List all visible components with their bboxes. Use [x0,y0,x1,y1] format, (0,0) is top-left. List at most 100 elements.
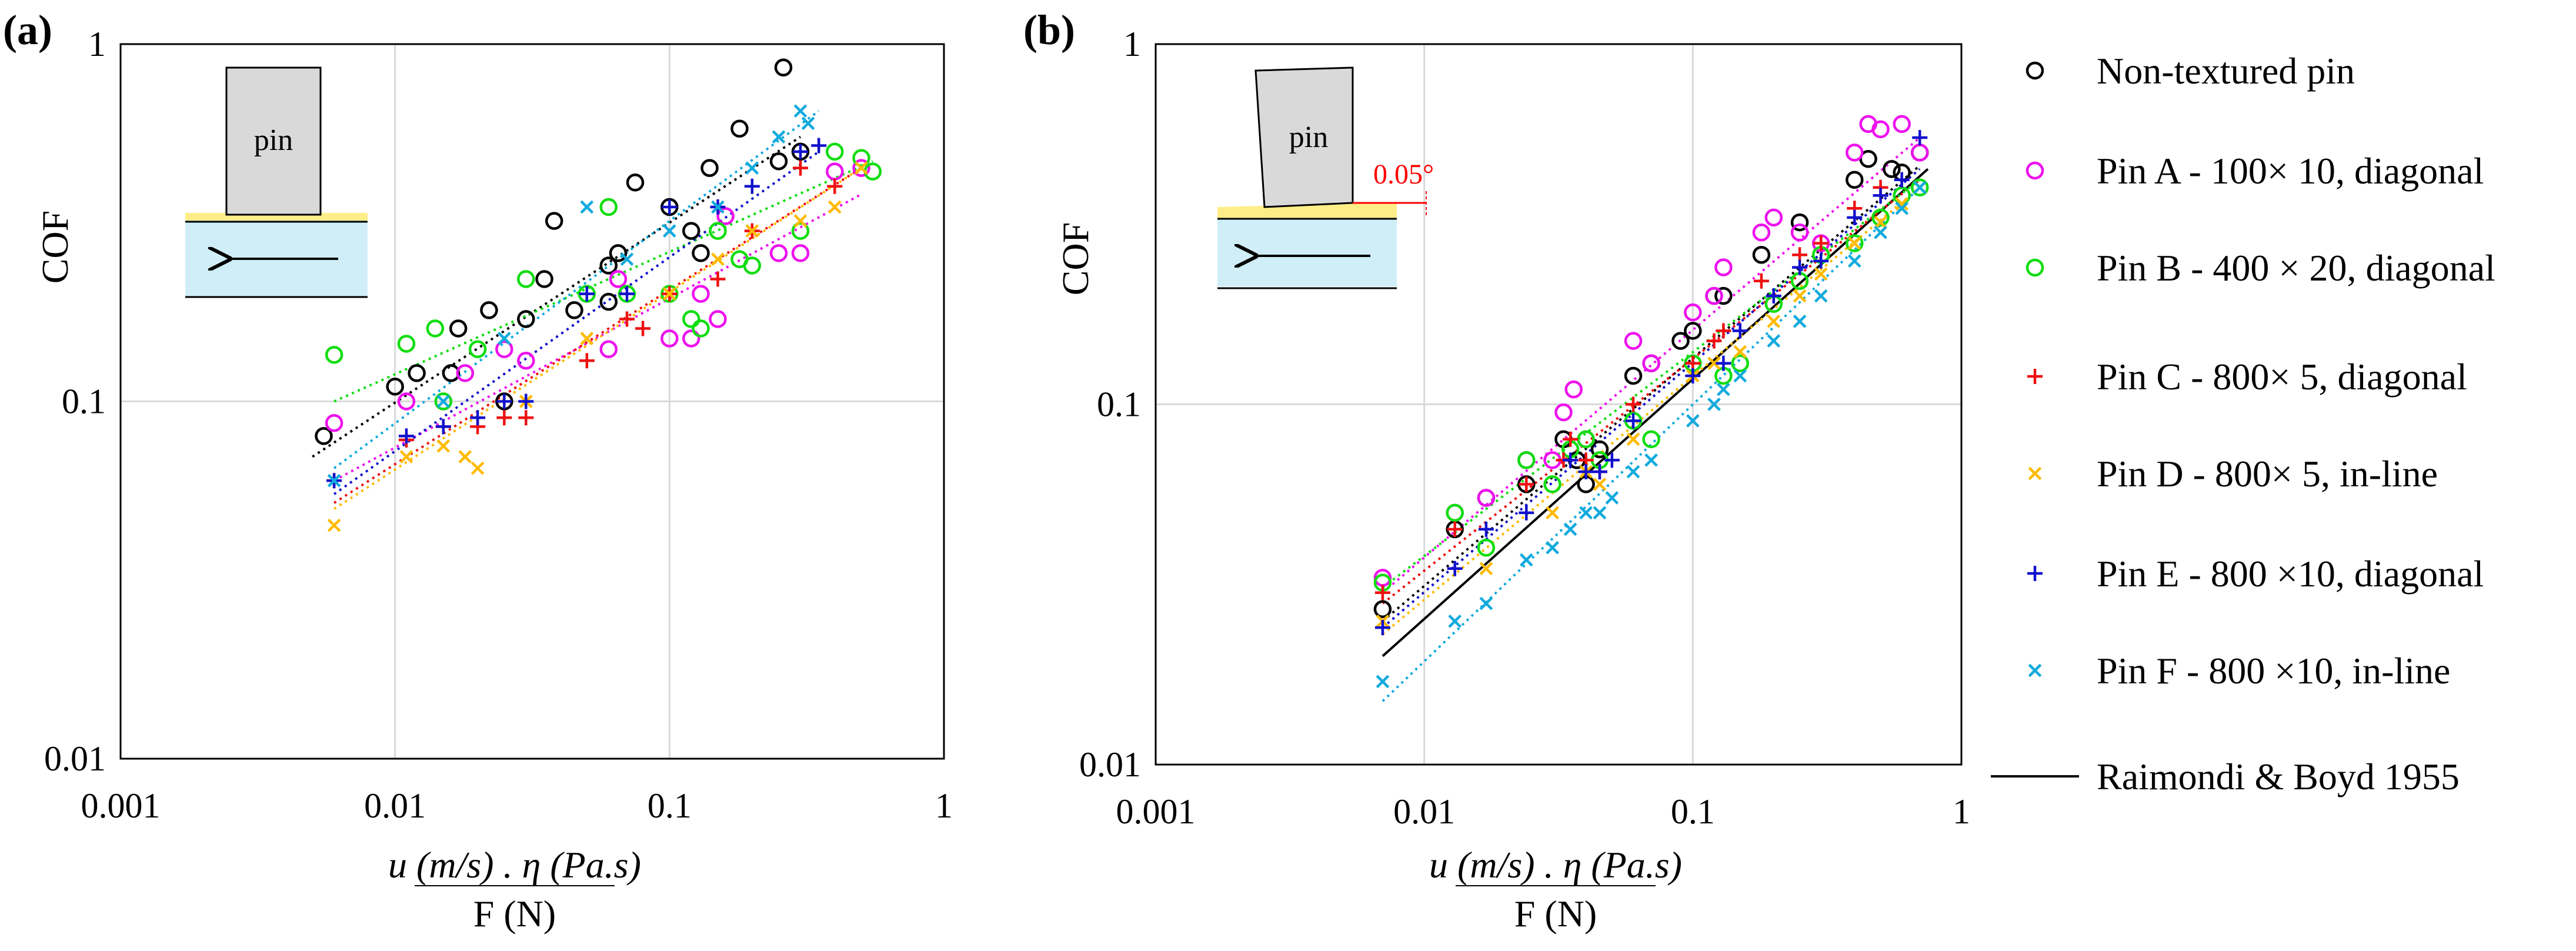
x-tick-label: 0.001 [81,786,161,825]
series-4-point [855,161,868,175]
legend-item-label: Raimondi & Boyd 1955 [2097,756,2460,797]
legend-marker-icon [2027,566,2043,581]
series-1-point [1705,286,1723,305]
series-5-point [811,138,827,154]
series-6-point [1847,254,1861,268]
series-1-point [1477,489,1496,507]
legend-item-label: Pin D - 800× 5, in-line [2097,453,2438,495]
series-5-point [398,428,414,444]
series-4-point [471,461,485,475]
series-0-point [565,301,583,319]
series-6-point-b [662,224,676,238]
series-6-point-b [1847,254,1861,268]
series-2-point [599,198,618,216]
series-0-point [535,270,553,288]
series-0-point [1684,322,1702,340]
series-4-point-b [1793,289,1807,303]
series-6-point [620,252,634,266]
series-6-point-b [1626,465,1640,479]
series-3-point [1519,476,1534,492]
series-3-point [619,311,635,327]
series-4-point-b [1593,478,1607,491]
series-6-point-b [1519,553,1533,567]
series-0-point [1883,160,1901,178]
series-5-points [326,138,827,489]
series-5-point [1792,259,1808,275]
series-3-point [579,353,595,369]
panel-b-x-axis-numerator: u (m/s) . η (Pa.s) [1429,844,1682,886]
series-6-point-b [1814,289,1828,303]
series-1-point [826,162,844,181]
series-4-point [745,224,759,238]
series-4-point [1814,267,1828,281]
series-6-point-b [498,332,511,345]
series-0-point [1590,440,1609,459]
series-5-point [1626,413,1641,429]
series-0-point [1846,171,1864,189]
series-0-point [1624,366,1643,385]
x-tick-label: 0.01 [364,786,426,825]
series-0-point [517,310,535,328]
y-tick-label: 0.01 [44,739,106,778]
series-6-point [1767,334,1781,348]
series-2-point [1911,178,1929,196]
legend-item-label: Pin C - 800× 5, diagonal [2097,356,2467,398]
series-2-point [325,346,343,364]
series-6-point [1376,675,1390,689]
series-0-point [545,212,563,230]
series-0-point [599,256,618,275]
x-tick-label: 0.1 [1671,792,1715,831]
series-6-point-b [1793,315,1807,328]
series-4-point-b [1733,345,1747,359]
series-3-point [1753,273,1769,289]
series-3-point [1813,235,1829,251]
panel-a-x-axis-denominator: F (N) [473,893,556,935]
series-6-point-b [1563,522,1577,536]
series-6-point [1717,382,1730,396]
series-4-point-b [1626,432,1640,446]
legend-marker-icon [2028,663,2042,678]
series-0-points [315,58,810,445]
series-6-point-b [1874,225,1887,239]
series-5-point [662,199,678,215]
panel-a-x-axis-numerator: u (m/s) . η (Pa.s) [388,844,641,886]
series-4-point-b [458,450,472,463]
series-6-point [801,116,815,131]
x-tick-label: 0.01 [1393,792,1455,831]
series-6-point-b [772,130,786,144]
series-4-point [1479,562,1493,576]
series-0-point [1752,246,1771,264]
panel-a-inset: pin [185,66,368,298]
series-0-points [1373,144,1929,619]
series-0-point [386,378,404,396]
series-1-point [325,413,343,432]
series-6-point [1644,453,1658,467]
series-4-point [1895,197,1909,211]
series-2-point [1846,234,1864,252]
y-tick-label: 1 [1123,25,1141,64]
series-6-point [662,224,676,238]
series-6-point [1874,225,1887,239]
series-6-point-b [1376,675,1390,689]
series-6-point-b [793,104,807,118]
series-5-point [435,419,451,435]
series-6-point-b [745,161,759,175]
fit-line-series-0 [312,136,802,458]
series-5-point [1374,620,1390,636]
fit-line-series-0 [1382,165,1921,622]
series-0-point [626,173,645,192]
series-5-point [1873,188,1888,203]
series-6-point-b [436,395,451,408]
series-4-point-b [327,518,341,532]
series-4-point [1626,432,1640,446]
inset-b-pin-label: pin [1289,121,1328,154]
inset-b-angle-label: 0.05° [1373,159,1434,190]
series-5-point [1766,288,1781,304]
x-tick-label: 1 [1953,792,1970,831]
series-3-point [1447,521,1463,537]
legend-item-label: Pin B - 400 × 20, diagonal [2097,247,2495,289]
series-2-point [682,310,700,328]
series-5-point [1894,172,1910,188]
series-5-point [1519,505,1534,520]
